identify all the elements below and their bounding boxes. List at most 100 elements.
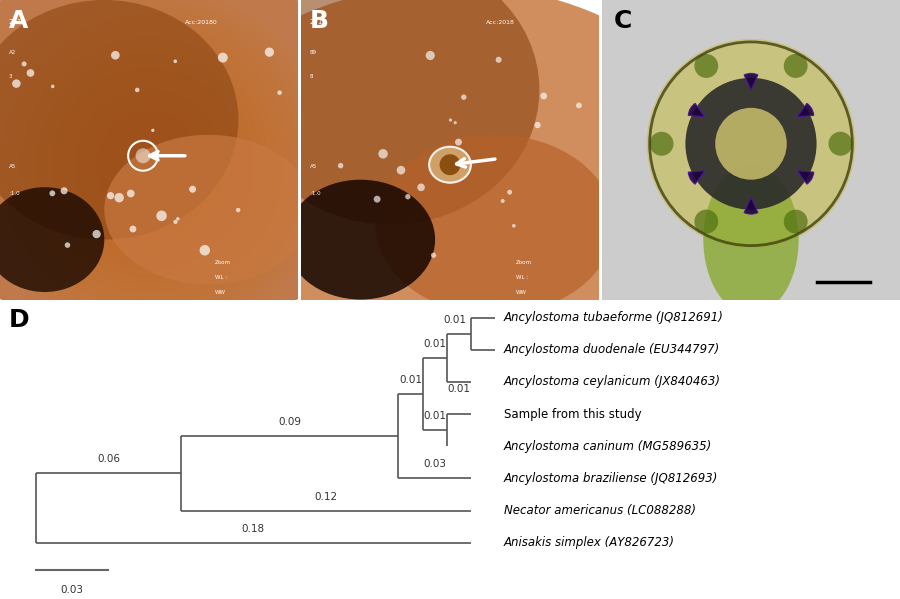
Circle shape	[30, 45, 268, 285]
Circle shape	[22, 62, 27, 66]
Text: C: C	[614, 9, 633, 33]
Circle shape	[535, 122, 541, 128]
Circle shape	[135, 87, 140, 92]
Circle shape	[236, 208, 240, 212]
Circle shape	[97, 113, 202, 217]
Circle shape	[59, 75, 239, 255]
Text: Sample from this study: Sample from this study	[504, 407, 642, 420]
Circle shape	[51, 84, 55, 88]
Text: 0.01: 0.01	[399, 375, 422, 385]
Text: 0.03: 0.03	[423, 459, 446, 470]
Circle shape	[104, 120, 194, 210]
Circle shape	[174, 59, 177, 63]
Circle shape	[7, 23, 291, 307]
Circle shape	[784, 210, 807, 234]
Text: 0.01: 0.01	[447, 384, 471, 394]
Circle shape	[13, 79, 21, 88]
Text: 0.03: 0.03	[60, 585, 84, 595]
Text: 2018: 2018	[9, 19, 27, 25]
Circle shape	[405, 194, 410, 199]
Circle shape	[174, 220, 177, 224]
Text: Anisakis simplex (AY826723): Anisakis simplex (AY826723)	[504, 536, 675, 549]
Circle shape	[454, 121, 457, 125]
Circle shape	[784, 54, 807, 78]
Circle shape	[461, 95, 466, 100]
Circle shape	[418, 183, 425, 191]
Text: A5: A5	[310, 164, 317, 169]
Circle shape	[829, 132, 852, 156]
Circle shape	[265, 47, 274, 57]
Ellipse shape	[241, 0, 539, 225]
Circle shape	[157, 210, 166, 221]
Text: WW: WW	[516, 289, 526, 295]
Text: D: D	[9, 308, 30, 332]
Circle shape	[500, 199, 505, 203]
Circle shape	[0, 0, 328, 344]
Text: 0.01: 0.01	[443, 314, 466, 325]
Circle shape	[107, 192, 114, 199]
Circle shape	[0, 8, 305, 322]
Circle shape	[455, 138, 462, 146]
Text: WL :: WL :	[516, 274, 527, 280]
Text: :1.0: :1.0	[9, 190, 20, 196]
Ellipse shape	[104, 135, 313, 285]
Circle shape	[89, 105, 209, 225]
Circle shape	[60, 187, 68, 194]
Circle shape	[93, 230, 101, 238]
Circle shape	[0, 0, 320, 337]
Wedge shape	[744, 198, 758, 214]
Ellipse shape	[375, 135, 614, 314]
Circle shape	[439, 154, 461, 176]
Text: A2: A2	[9, 50, 16, 55]
Circle shape	[111, 51, 120, 60]
Text: Acc:20180: Acc:20180	[184, 20, 218, 25]
Text: A5: A5	[9, 164, 16, 169]
Text: Ancylostoma duodenale (EU344797): Ancylostoma duodenale (EU344797)	[504, 343, 720, 356]
Ellipse shape	[429, 147, 471, 183]
Ellipse shape	[182, 0, 718, 344]
Text: 0.01: 0.01	[423, 411, 446, 421]
Circle shape	[449, 119, 452, 122]
Text: Zoom: Zoom	[516, 259, 532, 265]
Circle shape	[508, 190, 512, 195]
Circle shape	[200, 245, 210, 256]
Circle shape	[446, 165, 451, 170]
Circle shape	[695, 54, 718, 78]
Circle shape	[540, 93, 547, 99]
Circle shape	[52, 68, 246, 262]
Circle shape	[112, 127, 186, 202]
Text: 0.12: 0.12	[314, 492, 338, 501]
Text: Necator americanus (LC088288): Necator americanus (LC088288)	[504, 504, 696, 517]
Circle shape	[176, 217, 180, 220]
Circle shape	[45, 60, 253, 270]
Text: 0.01: 0.01	[423, 338, 446, 349]
Text: 8: 8	[310, 74, 313, 79]
Text: 0.18: 0.18	[242, 524, 265, 534]
Text: A: A	[9, 9, 28, 33]
Text: :1.0: :1.0	[310, 190, 320, 196]
Circle shape	[151, 129, 155, 132]
Text: Acc:2018: Acc:2018	[486, 20, 515, 25]
Circle shape	[496, 57, 501, 63]
Circle shape	[114, 193, 124, 202]
Ellipse shape	[286, 180, 435, 300]
Circle shape	[397, 166, 405, 174]
Circle shape	[136, 148, 150, 163]
Circle shape	[22, 37, 275, 292]
Circle shape	[218, 53, 228, 62]
Circle shape	[650, 132, 673, 156]
Text: 2018: 2018	[310, 19, 328, 25]
Circle shape	[374, 196, 381, 202]
Ellipse shape	[0, 0, 418, 329]
Circle shape	[37, 52, 261, 277]
Circle shape	[695, 210, 718, 234]
Circle shape	[68, 83, 231, 247]
Circle shape	[82, 97, 216, 232]
Text: Ancylostoma caninum (MG589635): Ancylostoma caninum (MG589635)	[504, 440, 712, 453]
Circle shape	[512, 224, 516, 228]
Circle shape	[189, 186, 196, 193]
Circle shape	[130, 226, 137, 232]
Ellipse shape	[0, 187, 104, 292]
Ellipse shape	[703, 165, 798, 314]
Wedge shape	[797, 103, 814, 117]
